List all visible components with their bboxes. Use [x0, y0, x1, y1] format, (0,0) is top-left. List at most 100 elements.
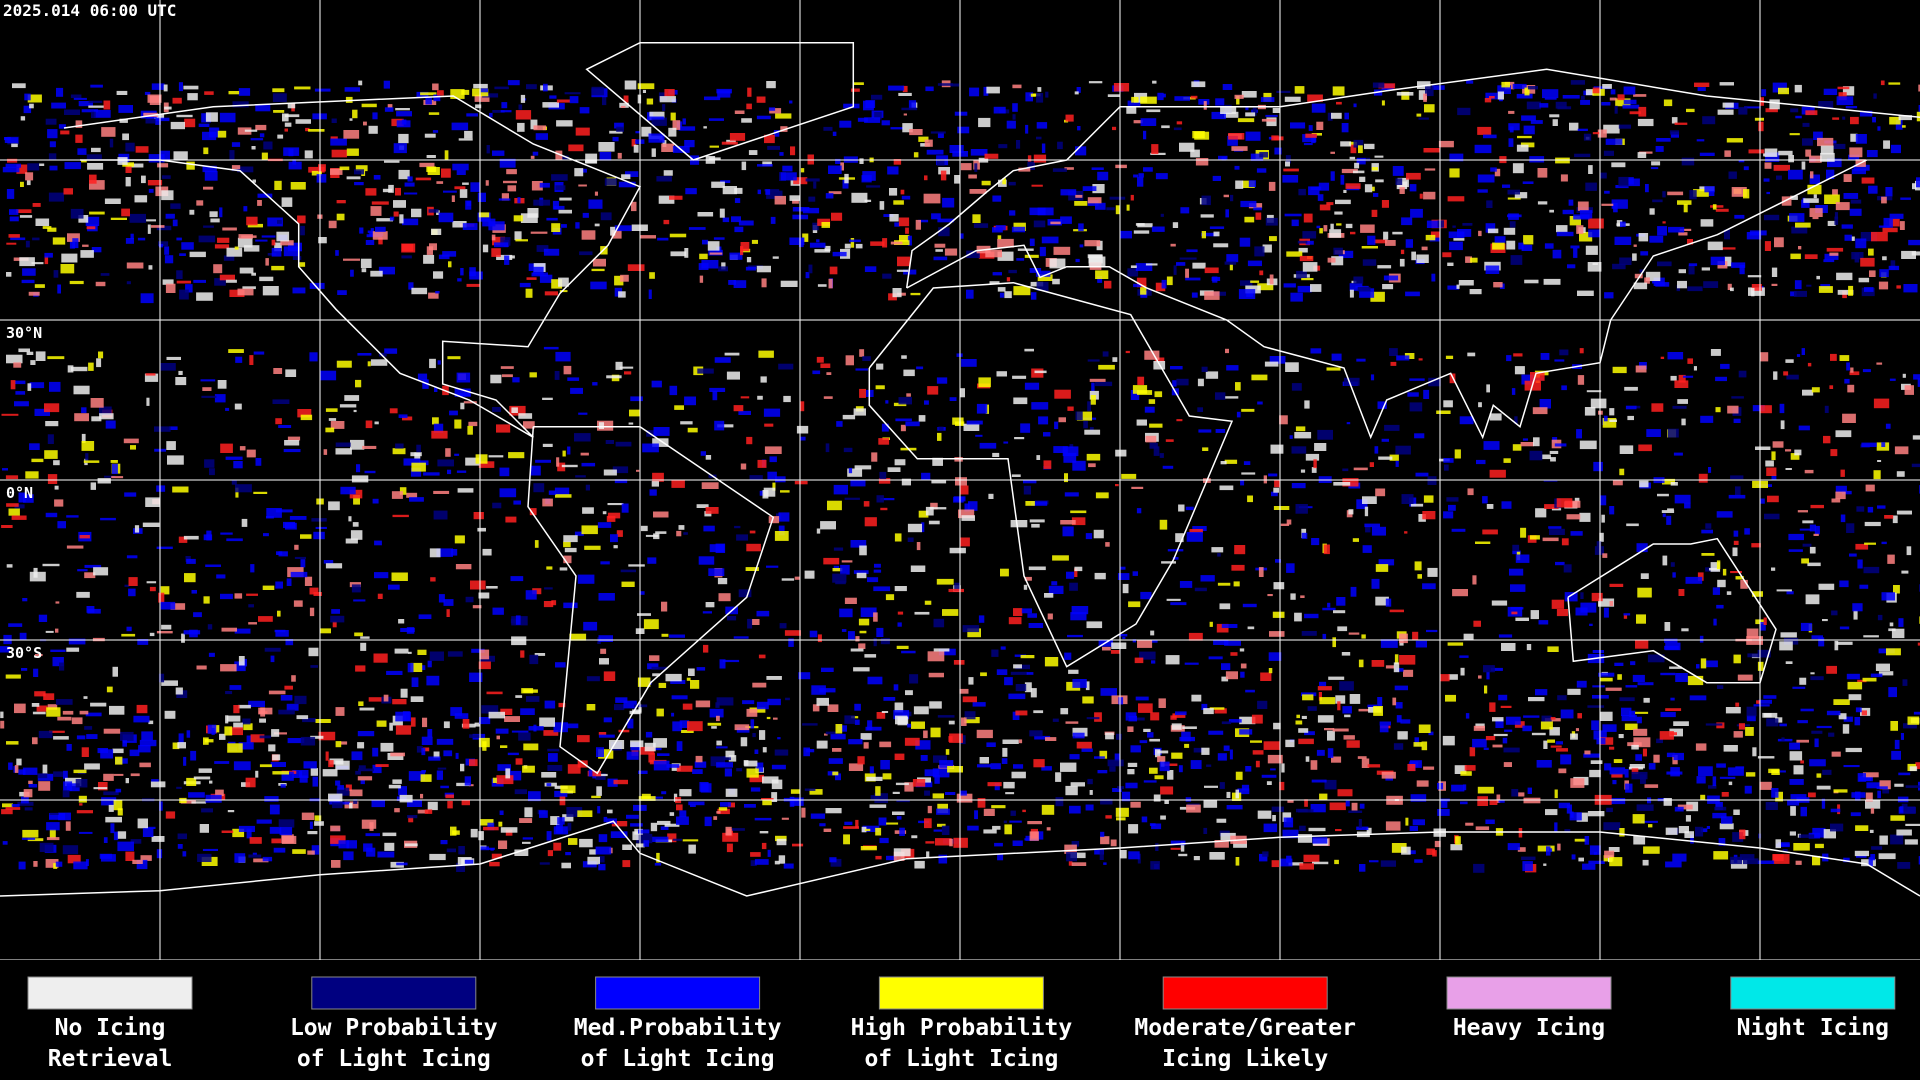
- icing-patch: [792, 207, 810, 212]
- icing-patch: [60, 264, 75, 274]
- icing-patch: [1627, 742, 1642, 747]
- icing-patch: [125, 851, 135, 861]
- icing-patch: [159, 801, 163, 811]
- icing-patch: [1666, 771, 1683, 775]
- icing-patch: [1377, 697, 1383, 707]
- icing-patch: [1259, 270, 1264, 276]
- icing-patch: [257, 200, 262, 206]
- icing-patch: [539, 810, 548, 818]
- icing-patch: [1647, 654, 1665, 663]
- icing-patch: [1068, 669, 1079, 674]
- icing-patch: [1304, 731, 1315, 736]
- icing-patch: [1443, 511, 1454, 519]
- icing-patch: [1911, 463, 1920, 468]
- icing-patch: [303, 761, 317, 769]
- icing-patch: [93, 567, 109, 576]
- icing-patch: [280, 240, 294, 246]
- icing-patch: [1832, 189, 1838, 196]
- icing-patch: [1192, 526, 1207, 531]
- icing-patch: [1323, 544, 1330, 555]
- icing-patch: [156, 849, 163, 859]
- icing-patch: [410, 717, 416, 727]
- icing-patch: [55, 628, 59, 633]
- icing-patch: [936, 578, 954, 585]
- icing-patch: [257, 193, 273, 198]
- icing-patch: [1160, 213, 1164, 217]
- icing-patch: [1382, 284, 1394, 290]
- icing-patch: [923, 730, 928, 739]
- icing-patch: [1844, 378, 1850, 384]
- icing-patch: [833, 484, 848, 495]
- icing-patch: [649, 272, 655, 279]
- icing-patch: [1556, 609, 1568, 617]
- icing-patch: [1469, 747, 1476, 757]
- icing-patch: [1862, 677, 1877, 682]
- icing-patch: [964, 711, 976, 720]
- icing-patch: [1569, 122, 1579, 131]
- icing-patch: [1358, 708, 1370, 712]
- icing-patch: [914, 611, 930, 615]
- icing-patch: [1555, 561, 1565, 566]
- icing-patch: [874, 793, 888, 803]
- icing-patch: [1901, 250, 1916, 259]
- icing-patch: [446, 609, 450, 617]
- icing-patch: [847, 468, 863, 477]
- icing-patch: [1896, 829, 1912, 836]
- icing-patch: [1500, 705, 1512, 708]
- icing-patch: [511, 407, 518, 413]
- icing-patch: [1301, 715, 1307, 719]
- icing-patch: [1143, 780, 1157, 783]
- icing-patch: [158, 241, 169, 247]
- icing-patch: [933, 618, 945, 628]
- icing-patch: [1138, 703, 1153, 713]
- icing-patch: [67, 854, 81, 864]
- icing-patch: [157, 163, 169, 168]
- icing-patch: [909, 674, 919, 684]
- icing-patch: [1851, 252, 1864, 260]
- icing-patch: [1208, 656, 1223, 660]
- icing-patch: [49, 812, 59, 815]
- icing-patch: [1560, 174, 1568, 182]
- icing-patch: [1738, 723, 1745, 730]
- icing-patch: [11, 804, 20, 807]
- icing-patch: [1041, 804, 1055, 815]
- icing-patch: [1576, 225, 1584, 234]
- icing-patch: [1681, 628, 1689, 632]
- icing-patch: [1629, 764, 1645, 769]
- icing-patch: [588, 199, 603, 209]
- icing-patch: [1086, 621, 1103, 629]
- icing-patch: [1624, 769, 1629, 778]
- icing-patch: [709, 145, 719, 148]
- icing-patch: [63, 781, 73, 791]
- icing-patch: [1301, 631, 1317, 636]
- icing-patch: [1489, 469, 1506, 478]
- icing-patch: [300, 414, 313, 421]
- icing-patch: [894, 753, 905, 760]
- icing-patch: [1790, 291, 1797, 297]
- icing-patch: [492, 777, 497, 783]
- icing-patch: [282, 113, 289, 122]
- icing-patch: [598, 593, 615, 601]
- icing-patch: [762, 161, 772, 167]
- icing-patch: [762, 798, 772, 806]
- icing-patch: [784, 630, 801, 636]
- icing-patch: [1380, 639, 1398, 648]
- icing-patch: [1520, 442, 1534, 447]
- icing-patch: [1247, 626, 1255, 630]
- icing-patch: [1876, 786, 1888, 789]
- icing-patch: [1190, 95, 1198, 99]
- icing-patch: [261, 235, 276, 238]
- icing-patch: [1599, 711, 1613, 721]
- icing-patch: [1071, 841, 1080, 847]
- icing-patch: [1574, 153, 1591, 158]
- icing-patch: [1062, 526, 1074, 537]
- icing-patch: [592, 382, 598, 386]
- icing-patch: [1247, 495, 1253, 503]
- icing-patch: [1139, 651, 1156, 660]
- icing-patch: [1889, 116, 1901, 125]
- icing-patch: [1633, 737, 1651, 748]
- icing-patch: [1460, 771, 1472, 776]
- icing-patch: [248, 854, 262, 858]
- icing-patch: [1259, 853, 1268, 862]
- icing-patch: [1625, 405, 1637, 410]
